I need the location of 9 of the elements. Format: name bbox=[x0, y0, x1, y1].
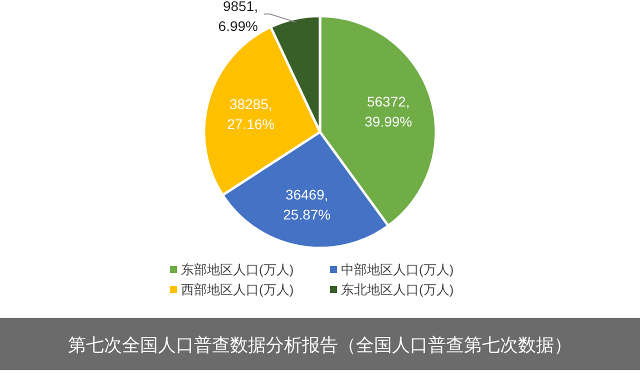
data-label: 56372, 39.99% bbox=[364, 94, 412, 130]
text: 第七次全国人口普查数据分析报告（全国人口普查第七次数据） bbox=[68, 335, 572, 355]
data-label: 38285, 27.16% bbox=[227, 96, 275, 132]
data-label: 36469, 25.87% bbox=[283, 186, 331, 223]
data-label: 9851, 6.99% bbox=[218, 0, 258, 34]
legend-label: 东北地区人口(万人) bbox=[341, 282, 454, 297]
legend-label: 东部地区人口(万人) bbox=[181, 262, 294, 277]
legend-label: 中部地区人口(万人) bbox=[341, 262, 454, 277]
legend-label: 西部地区人口(万人) bbox=[181, 282, 294, 297]
